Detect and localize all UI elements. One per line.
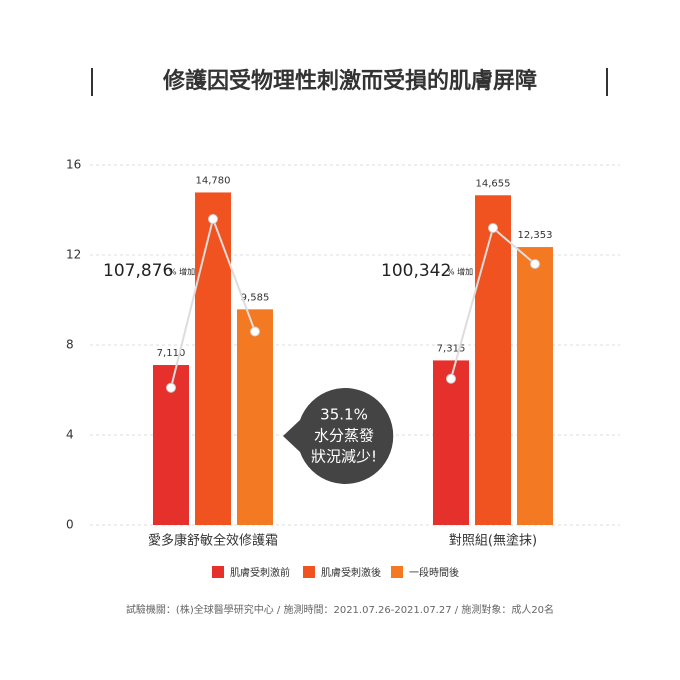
legend-swatch xyxy=(212,566,224,578)
value-label: 9,585 xyxy=(241,292,270,303)
y-tick-label: 0 xyxy=(66,518,74,532)
value-label: 12,353 xyxy=(518,230,553,241)
bar xyxy=(475,195,511,525)
y-tick-label: 12 xyxy=(66,248,81,262)
trend-point xyxy=(446,373,456,384)
y-tick-label: 16 xyxy=(66,158,81,172)
trend-point xyxy=(488,223,498,233)
legend-label: 肌膚受刺激前 xyxy=(230,566,290,579)
bar xyxy=(195,192,231,525)
y-tick-label: 4 xyxy=(66,428,74,442)
trend-point xyxy=(250,326,260,337)
value-label: 7,110 xyxy=(157,348,186,359)
value-label: 7,315 xyxy=(437,343,466,354)
increase-suffix: % 增加 xyxy=(447,267,473,277)
value-label: 14,780 xyxy=(196,175,231,186)
y-tick-label: 8 xyxy=(66,338,74,352)
increase-number: 107,876 xyxy=(103,261,173,281)
bar xyxy=(433,360,469,525)
legend-swatch xyxy=(303,566,315,578)
legend-label: 肌膚受刺激後 xyxy=(321,566,381,579)
bubble-text: 水分蒸發 xyxy=(314,427,374,445)
trend-point xyxy=(166,382,176,393)
bar xyxy=(237,309,273,525)
chart-title: 修護因受物理性刺激而受損的肌膚屏障 xyxy=(162,68,537,94)
trend-point xyxy=(208,214,218,224)
increase-number: 100,342 xyxy=(381,261,451,281)
bubble-text: 狀況減少! xyxy=(311,448,377,466)
legend-label: 一段時間後 xyxy=(409,566,459,579)
bubble xyxy=(283,388,394,485)
bar xyxy=(517,247,553,525)
increase-suffix: % 增加 xyxy=(169,267,195,277)
footnote: 試驗機關：(株)全球醫學研究中心 / 施測時間：2021.07.26-2021.… xyxy=(126,603,554,616)
x-tick-label: 對照組(無塗抹) xyxy=(449,533,537,549)
x-tick-label: 愛多康舒敏全效修護霜 xyxy=(148,533,278,549)
trend-point xyxy=(530,259,540,269)
bubble-text: 35.1% xyxy=(320,406,368,424)
legend-swatch xyxy=(391,566,403,578)
value-label: 14,655 xyxy=(476,178,511,189)
